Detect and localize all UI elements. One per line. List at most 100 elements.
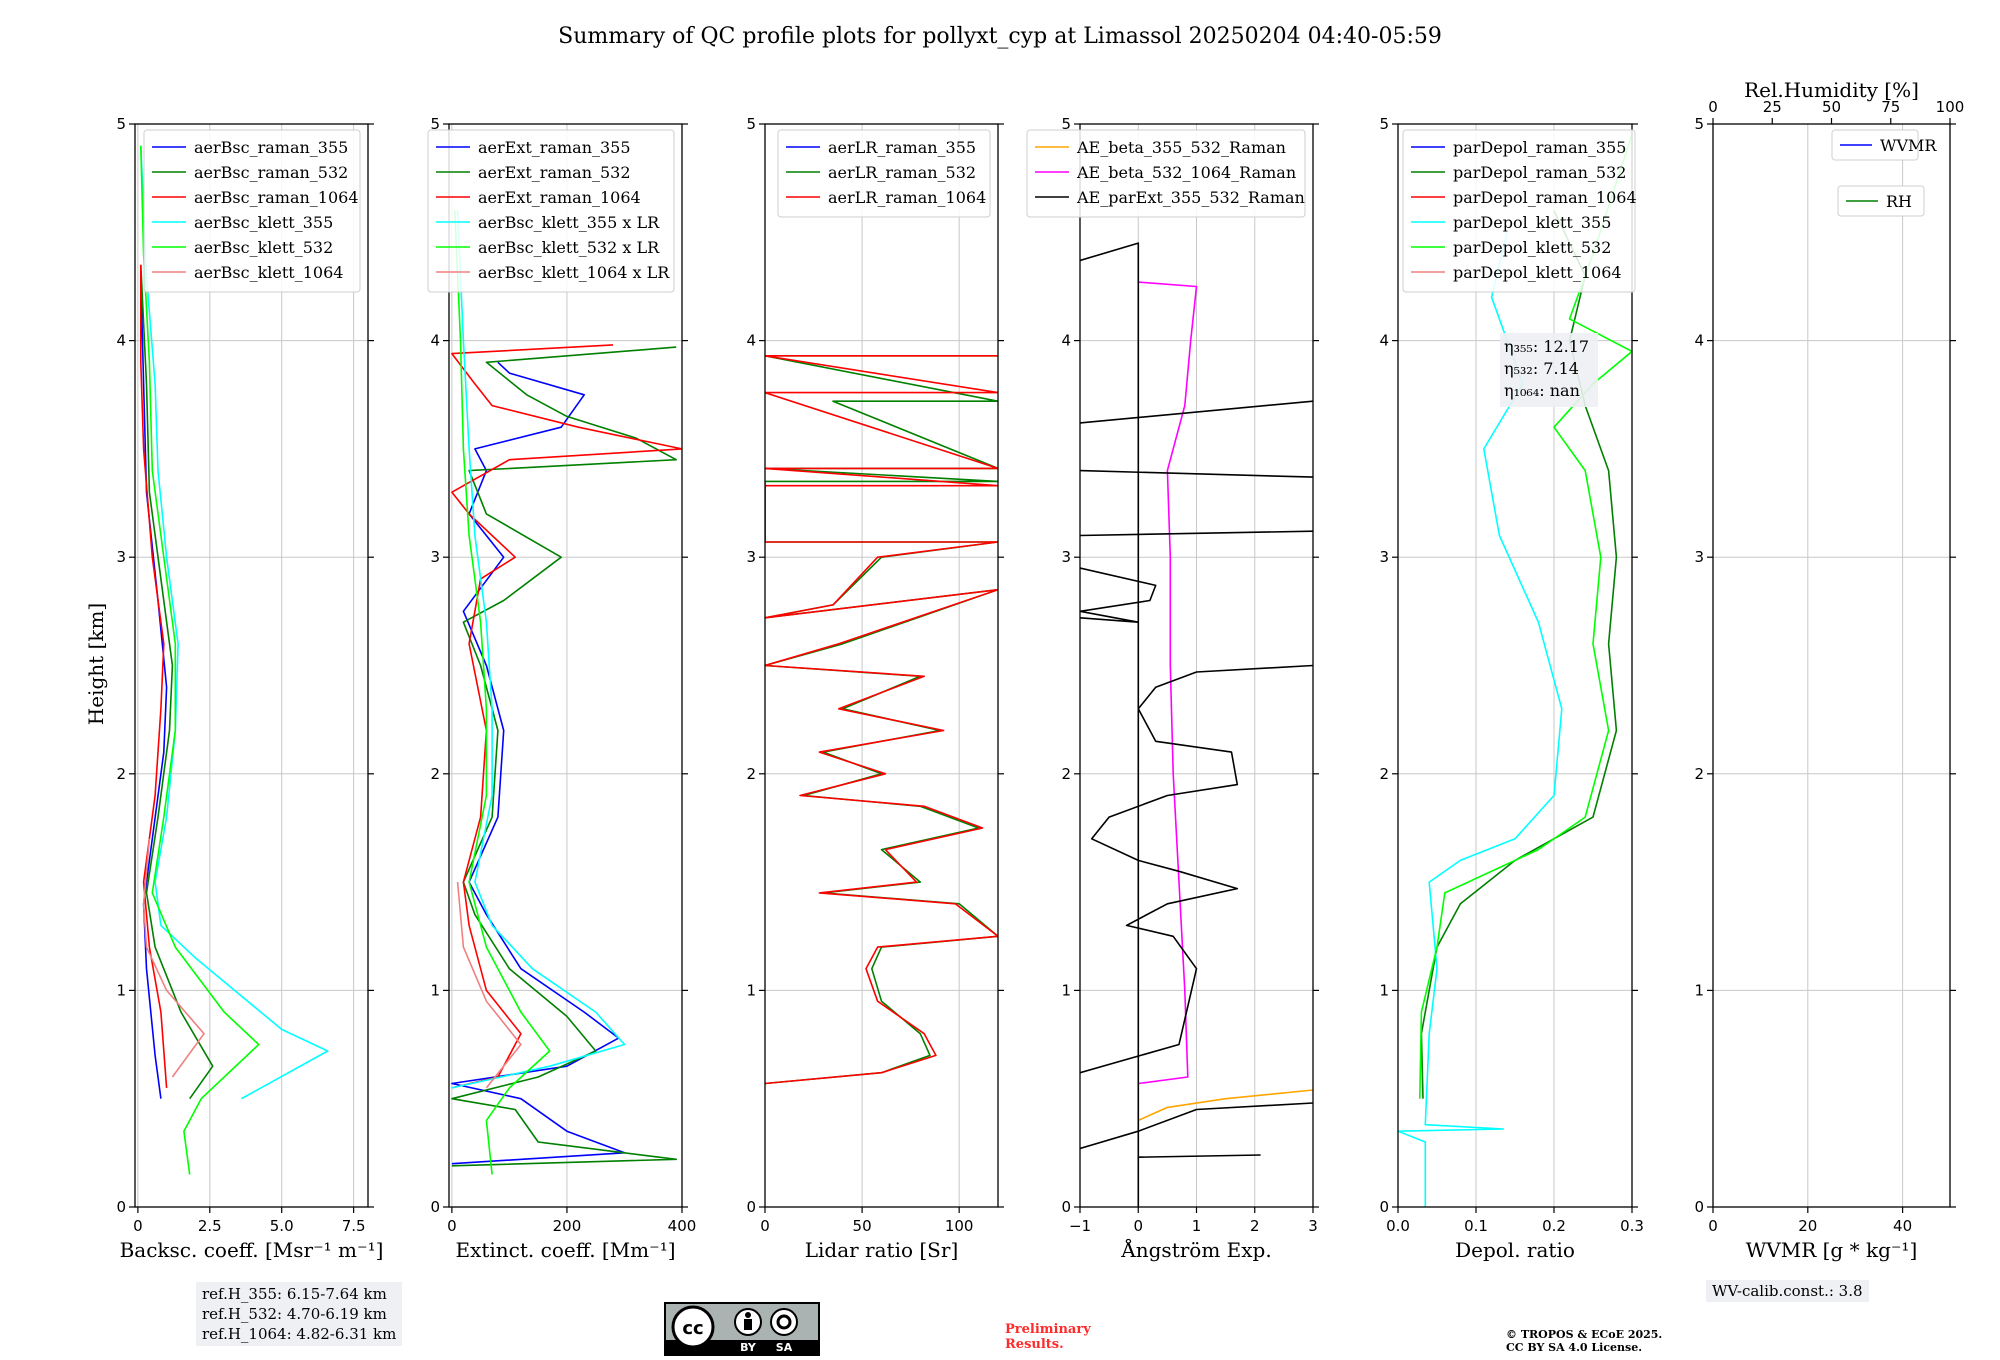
legend-label: aerExt_raman_532 (478, 163, 631, 182)
x-tick-label: 2.5 (198, 1217, 222, 1235)
x-tick-label: 0.0 (1386, 1217, 1410, 1235)
y-tick-label: 1 (1379, 981, 1389, 999)
y-tick-label: 5 (116, 115, 126, 133)
axes-frame (764, 123, 999, 1208)
axes-frame (1712, 123, 1951, 1208)
wv-calibration-box: WV-calib.const.: 3.8 (1706, 1280, 1869, 1302)
x-tick-label: 40 (1893, 1217, 1912, 1235)
series-line-AE_beta_355_532_Raman (1137, 1089, 1313, 1122)
top-x-tick-label: 0 (1708, 98, 1718, 116)
figure-title: Summary of QC profile plots for pollyxt_… (558, 24, 1442, 49)
legend-box (777, 129, 991, 218)
x-tick-label: 0 (1133, 1217, 1143, 1235)
legend-label: parDepol_raman_355 (1453, 138, 1626, 157)
x-axis-label: WVMR [g * kg⁻¹] (1746, 1238, 1918, 1262)
top-x-axis-label: Rel.Humidity [%] (1744, 78, 1919, 102)
data-lines (140, 145, 329, 1175)
y-tick-label: 4 (1061, 332, 1071, 350)
legend-label: aerBsc_klett_355 (194, 213, 333, 232)
y-tick-label: 0 (1061, 1198, 1071, 1216)
y-tick-label: 4 (1379, 332, 1389, 350)
legend-label: aerLR_raman_355 (828, 138, 976, 157)
legend-label: parDepol_klett_1064 (1453, 263, 1622, 282)
x-tick-label: 20 (1798, 1217, 1817, 1235)
series-line-aerBsc_raman_355 (140, 275, 168, 1099)
copyright-note: © TROPOS & ECoE 2025. CC BY SA 4.0 Licen… (1506, 1328, 1662, 1354)
legend-label: aerBsc_klett_1064 x LR (478, 263, 670, 282)
series-line-aerBsc_klett_1064 x LR (456, 882, 522, 1089)
y-tick-label: 1 (430, 981, 440, 999)
panel-2: 0 200 400 0 1 2 3 4 5 Extinct. coeff. [Mm⁻¹] aerEx… (427, 115, 696, 1262)
top-x-tick-label: 75 (1881, 98, 1900, 116)
sa-label: SA (776, 1341, 793, 1354)
legend-box (427, 129, 675, 293)
y-tick-label: 3 (1061, 548, 1071, 566)
data-lines (1080, 242, 1313, 1207)
x-tick-label: 0.2 (1542, 1217, 1566, 1235)
preliminary-line-1: Preliminary (1005, 1322, 1091, 1337)
data-lines (765, 354, 998, 1085)
data-lines (451, 210, 682, 1175)
series-line-AE_parExt_d (1080, 567, 1157, 624)
legend-label: aerBsc_raman_1064 (194, 188, 359, 207)
y-tick-label: 0 (746, 1198, 756, 1216)
legend-box (1831, 129, 1919, 161)
y-tick-label: 5 (1379, 115, 1389, 133)
legend-label: AE_beta_532_1064_Raman (1076, 163, 1296, 182)
legend-label: parDepol_raman_532 (1453, 163, 1626, 182)
y-tick-label: 5 (430, 115, 440, 133)
series-line-AE_parExt_h (1080, 242, 1140, 1207)
top-x-tick-label: 25 (1763, 98, 1782, 116)
x-tick-label: 2 (1250, 1217, 1260, 1235)
cc-text: cc (682, 1318, 703, 1339)
series-line-aerBsc_klett_1064 (142, 838, 205, 1078)
sa-icon (770, 1308, 798, 1336)
y-tick-label: 5 (1694, 115, 1704, 133)
copyright-line-1: © TROPOS & ECoE 2025. (1506, 1328, 1663, 1341)
data-lines (1398, 134, 1632, 1207)
y-tick-label: 4 (430, 332, 440, 350)
y-tick-label: 5 (746, 115, 756, 133)
y-tick-label: 2 (746, 765, 756, 783)
eta-annotation: η₁₀₆₄: nan (1504, 381, 1580, 400)
x-axis-label: Backsc. coeff. [Msr⁻¹ m⁻¹] (120, 1238, 384, 1262)
x-tick-label: 0 (447, 1217, 457, 1235)
legend-label: aerBsc_klett_532 (194, 238, 333, 257)
legend-label: aerBsc_raman_355 (194, 138, 348, 157)
series-line-AE_parExt_b (1138, 1154, 1261, 1158)
y-tick-label: 4 (1694, 332, 1704, 350)
series-line-aerLR_raman_532 (765, 354, 998, 1085)
y-axis-label: Height [km] (84, 603, 108, 725)
x-tick-label: 0 (1708, 1217, 1718, 1235)
y-tick-label: 1 (746, 981, 756, 999)
y-tick-label: 2 (1379, 765, 1389, 783)
x-axis-label: Lidar ratio [Sr] (805, 1238, 959, 1262)
legend-label: aerBsc_klett_1064 (194, 263, 343, 282)
y-tick-label: 4 (746, 332, 756, 350)
top-x-tick-label: 50 (1822, 98, 1841, 116)
series-line-aerBsc_klett_355 (140, 145, 329, 1100)
legend-label: parDepol_raman_1064 (1453, 188, 1637, 207)
x-tick-label: 5.0 (270, 1217, 294, 1235)
x-tick-label: 0.1 (1464, 1217, 1488, 1235)
legend-box (1837, 185, 1925, 217)
legend-label: WVMR (1880, 136, 1937, 155)
legend-label: aerBsc_klett_355 x LR (478, 213, 660, 232)
by-label: BY (740, 1341, 757, 1354)
y-tick-label: 0 (1379, 1198, 1389, 1216)
legend-label: aerLR_raman_1064 (828, 188, 986, 207)
panel-3: 0 50 100 0 1 2 3 4 5 Lidar ratio [Sr] aerLR_raman_… (746, 115, 1004, 1262)
ref-height-532: ref.H_532: 4.70-6.19 km (202, 1305, 387, 1323)
ref-height-1064: ref.H_1064: 4.82-6.31 km (202, 1325, 397, 1343)
panel-6: 0 20 40 0 1 2 3 4 5 WVMR [g * kg⁻¹] 0 25 50 75 100 Rel.… (1694, 78, 1964, 1262)
y-tick-label: 2 (430, 765, 440, 783)
x-tick-label: 0 (133, 1217, 143, 1235)
x-axis-label: Extinct. coeff. [Mm⁻¹] (455, 1238, 675, 1262)
series-line-AE_parExt_355_532_Raman (1080, 1102, 1313, 1150)
series-line-aerBsc_raman_1064 (140, 264, 168, 1088)
preliminary-results-note: Preliminary Results. (1005, 1322, 1091, 1352)
x-tick-label: 50 (853, 1217, 872, 1235)
series-line-aerExt_raman_1064 (451, 344, 682, 1089)
y-tick-label: 0 (116, 1198, 126, 1216)
